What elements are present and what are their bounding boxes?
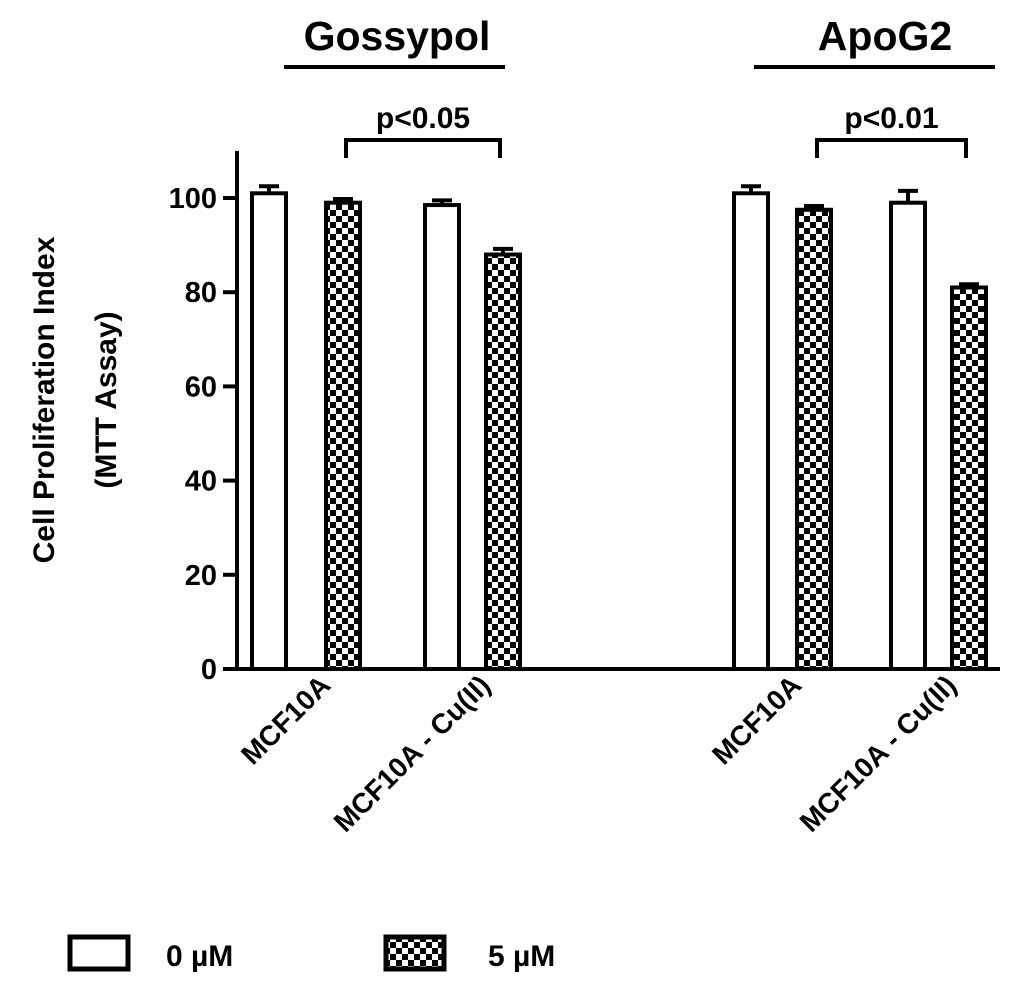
significance-bracket-0 [344,138,502,158]
significance-bracket-1 [815,138,968,158]
group-title-0: Gossypol [304,13,491,59]
y-tick-label-80: 80 [185,277,217,309]
legend-label-0: 0 µM [166,940,233,973]
y-tick-label-100: 100 [169,183,217,215]
y-axis-label: Cell Proliferation Index [28,236,61,563]
legend-label-1: 5 µM [488,940,555,973]
bar-1-0-0 [732,191,770,671]
group-title-1: ApoG2 [818,13,952,59]
bar-1-0-1 [795,207,833,671]
y-tick-label-0: 0 [201,654,217,686]
significance-label-1: p<0.01 [844,102,938,135]
category-label-1-1: MCF10A - Cu(II) [794,669,963,838]
legend-swatch-1 [383,934,447,972]
legend-swatch-0 [67,934,131,972]
bar-0-0-0 [250,191,288,671]
bar-0-0-1 [324,200,362,672]
category-label-0-0: MCF10A [235,669,336,770]
y-axis-label-line2: (MTT Assay) [90,311,123,488]
bar-0-1-0 [423,203,461,671]
bar-0-1-1 [484,252,522,672]
significance-label-0: p<0.05 [376,102,470,135]
bar-1-1-0 [889,200,927,672]
bar-1-1-1 [950,285,988,671]
y-tick-label-40: 40 [185,466,217,498]
category-label-1-0: MCF10A [706,669,807,770]
y-tick-label-20: 20 [185,560,217,592]
y-tick-label-60: 60 [185,371,217,403]
category-label-0-1: MCF10A - Cu(II) [328,669,497,838]
